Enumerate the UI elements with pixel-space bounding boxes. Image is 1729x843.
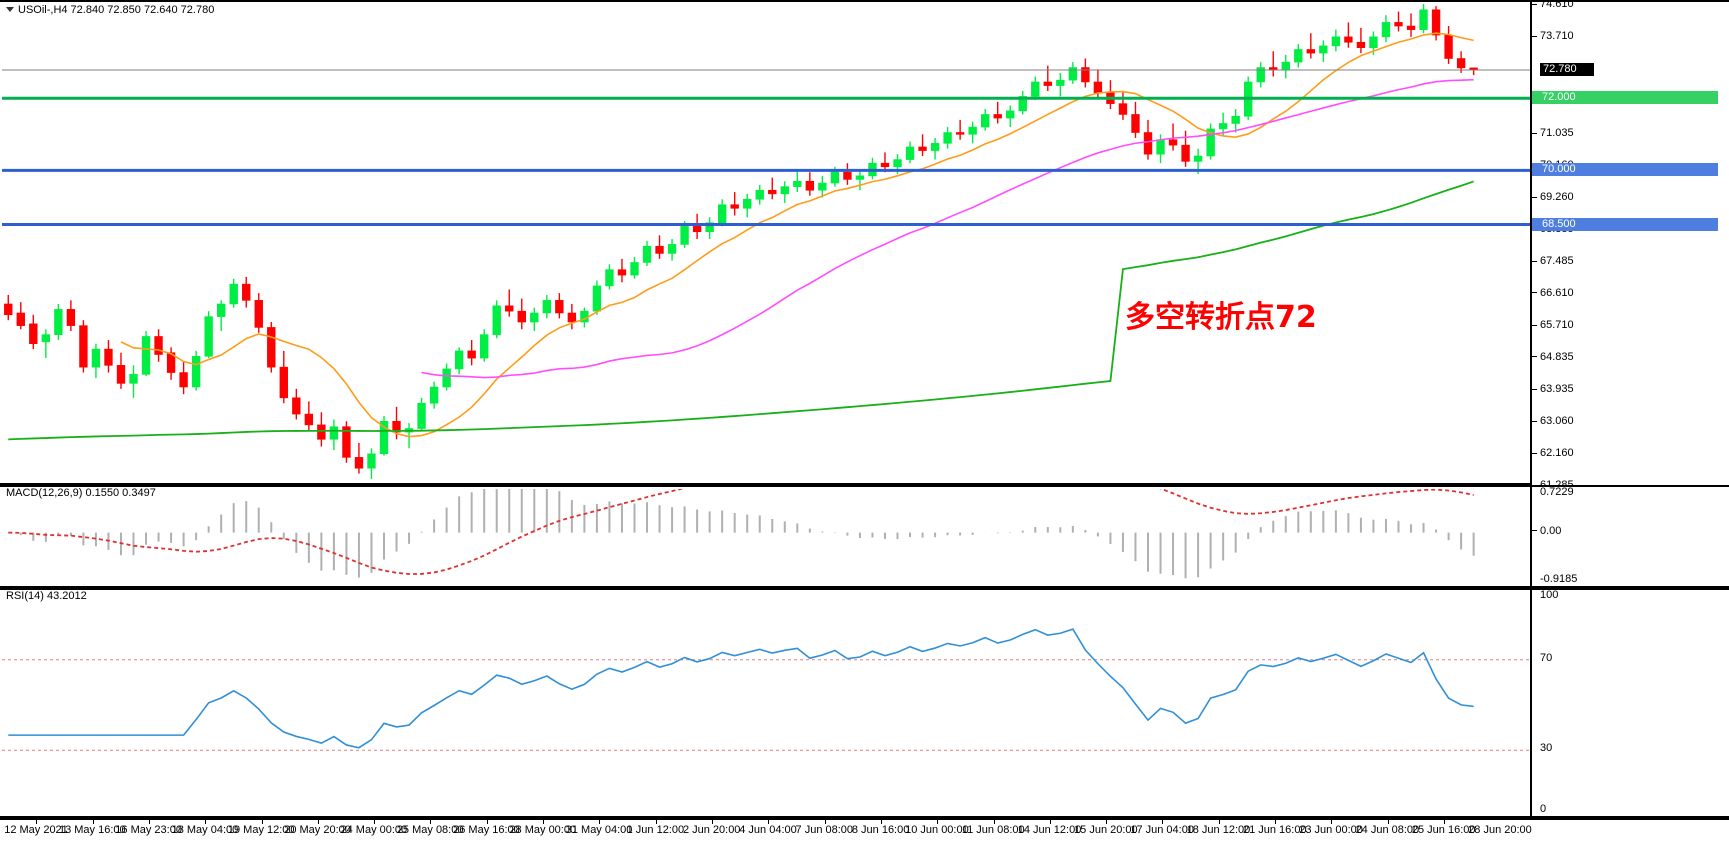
macd-axis[interactable]: 0.7229 0.00 -0.9185	[1530, 487, 1729, 586]
price-tick: 62.160	[1532, 448, 1574, 459]
time-tick	[261, 820, 263, 824]
time-axis-label: 21 Jun 16:00	[1242, 824, 1307, 836]
time-tick	[148, 820, 150, 824]
time-tick	[543, 820, 545, 824]
price-tick: 64.835	[1532, 351, 1574, 362]
time-axis-label: 24 Jun 08:00	[1355, 824, 1420, 836]
time-axis-label: 4 Jun 04:00	[739, 824, 797, 836]
price-tick: 73.710	[1532, 31, 1574, 42]
price-axis[interactable]: 74.61073.71072.78072.00071.03570.16070.0…	[1530, 0, 1729, 491]
symbol-header-text: USOil-,H4 72.840 72.850 72.640 72.780	[18, 4, 215, 16]
rsi-panel: 100 70 30 0	[0, 588, 1729, 818]
rsi-tick: 30	[1540, 742, 1553, 755]
time-axis-label: 10 Jun 00:00	[905, 824, 969, 836]
macd-tick: 0.7229	[1540, 486, 1574, 498]
time-axis-label: 26 May 16:00	[453, 824, 520, 836]
rsi-tick: 100	[1540, 589, 1559, 601]
price-tick: 69.260	[1532, 192, 1574, 203]
time-tick	[655, 820, 657, 824]
time-axis-label: 18 Jun 12:00	[1186, 824, 1251, 836]
time-tick	[1218, 820, 1220, 824]
chevron-down-icon[interactable]	[6, 6, 14, 12]
time-tick	[205, 820, 207, 824]
time-tick	[486, 820, 488, 824]
time-tick	[1331, 820, 1333, 824]
time-tick	[1275, 820, 1277, 824]
time-axis-label: 11 Jun 08:00	[961, 824, 1025, 836]
time-tick	[768, 820, 770, 824]
price-tick: 74.610	[1532, 0, 1574, 10]
time-axis-label: 25 May 08:00	[396, 824, 464, 836]
time-tick	[430, 820, 432, 824]
time-axis-label: 31 May 04:00	[565, 824, 633, 836]
price-tick: 66.610	[1532, 287, 1574, 298]
price-panel: 74.61073.71072.78072.00071.03570.16070.0…	[0, 0, 1729, 491]
time-axis-label: 16 May 23:00	[115, 824, 182, 836]
time-axis-label: 19 May 12:00	[227, 824, 295, 836]
time-axis-label: 23 Jun 00:00	[1299, 824, 1363, 836]
rsi-tick: 70	[1540, 651, 1553, 664]
price-tick: 63.935	[1532, 384, 1574, 395]
symbol-header: USOil-,H4 72.840 72.850 72.640 72.780	[6, 4, 214, 16]
price-tick: 67.485	[1532, 256, 1574, 267]
time-tick	[1444, 820, 1445, 824]
time-tick	[599, 820, 601, 824]
time-tick	[937, 820, 939, 824]
time-axis-label: 7 Jun 08:00	[795, 824, 854, 836]
time-tick	[1106, 820, 1108, 824]
time-axis-label: 2 Jun 20:00	[682, 824, 741, 836]
rsi-axis[interactable]: 100 70 30 0	[1530, 590, 1729, 816]
macd-tick: 0.00	[1532, 525, 1561, 536]
price-tag-72-780: 72.780	[1540, 63, 1594, 77]
time-axis-label: 17 Jun 04:00	[1130, 824, 1194, 836]
time-tick	[92, 820, 94, 824]
time-axis-label: 14 Jun 12:00	[1017, 824, 1082, 836]
price-tick: 63.060	[1532, 415, 1574, 426]
time-axis-label: 13 May 16:00	[58, 824, 126, 836]
price-tag-68-500: 68.500	[1532, 217, 1718, 231]
time-axis-label: 18 May 04:00	[171, 824, 239, 836]
rsi-tick: 0	[1540, 803, 1547, 815]
time-axis-label: 24 May 00:00	[340, 824, 408, 836]
time-axis-label: 1 Jun 12:00	[626, 824, 685, 836]
rsi-label: RSI(14) 43.2012	[6, 590, 87, 602]
time-tick	[712, 820, 713, 824]
time-tick	[374, 820, 376, 824]
time-axis-label: 28 Jun 20:00	[1468, 824, 1532, 836]
time-tick	[36, 820, 38, 824]
macd-panel: 0.7229 0.00 -0.9185	[0, 485, 1729, 588]
time-tick	[993, 820, 995, 824]
time-tick	[317, 820, 319, 824]
time-tick	[1162, 820, 1164, 824]
macd-tick: -0.9185	[1540, 573, 1578, 585]
rsi-plot-area[interactable]	[2, 592, 1530, 818]
price-tick: 71.035	[1532, 128, 1574, 139]
time-tick	[824, 820, 826, 824]
time-axis-label: 15 Jun 20:00	[1074, 824, 1138, 836]
price-tick: 65.710	[1532, 320, 1574, 331]
time-axis-label: 20 May 20:00	[284, 824, 351, 836]
time-axis-label: 8 Jun 16:00	[851, 824, 910, 836]
time-tick	[1387, 820, 1389, 824]
macd-plot-area[interactable]	[2, 489, 1530, 588]
time-axis-label: 28 May 00:00	[509, 824, 577, 836]
time-tick	[1049, 820, 1051, 824]
time-axis-label: 25 Jun 16:00	[1411, 824, 1476, 836]
price-tag-70-000: 70.000	[1532, 163, 1718, 177]
price-plot-area[interactable]	[2, 4, 1530, 485]
time-tick	[880, 820, 882, 824]
chart-annotation: 多空转折点72	[1125, 300, 1317, 335]
macd-label: MACD(12,26,9) 0.1550 0.3497	[6, 487, 156, 499]
price-tag-72-000: 72.000	[1532, 91, 1718, 105]
time-axis[interactable]: 12 May 2021 13 May 16:00 16 May 23:00 18 Ma…	[0, 818, 1729, 843]
time-axis-label: 12 May 2021	[4, 824, 68, 836]
